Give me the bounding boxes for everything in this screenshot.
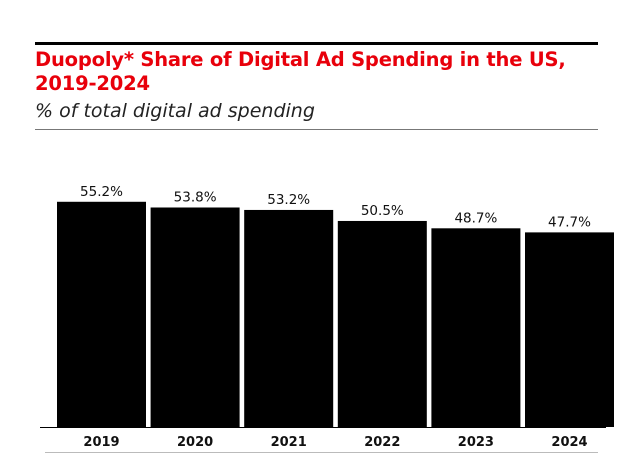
- data-label: 55.2%: [80, 184, 123, 200]
- x-tick-label: 2019: [83, 435, 119, 450]
- bar-2021: [244, 209, 334, 427]
- data-label: 50.5%: [361, 203, 404, 219]
- x-tick-label: 2023: [458, 435, 494, 450]
- chart-subtitle: % of total digital ad spending: [35, 100, 315, 122]
- bar-2023: [431, 228, 521, 427]
- top-rule: [35, 42, 598, 45]
- bottom-rule: [45, 452, 598, 453]
- subtitle-rule: [35, 129, 598, 130]
- x-tick-label: 2022: [364, 435, 400, 450]
- chart-title: Duopoly* Share of Digital Ad Spending in…: [35, 48, 566, 95]
- data-label: 47.7%: [548, 214, 591, 230]
- x-tick-label: 2020: [177, 435, 213, 450]
- bar-2022: [337, 220, 427, 427]
- bar-2019: [57, 201, 146, 427]
- data-label: 53.8%: [174, 189, 217, 205]
- data-label: 53.2%: [267, 192, 310, 208]
- data-label: 48.7%: [454, 210, 497, 226]
- x-tick-label: 2021: [271, 435, 307, 450]
- bar-2024: [525, 232, 614, 427]
- x-tick-label: 2024: [551, 435, 587, 450]
- bar-2020: [150, 207, 240, 427]
